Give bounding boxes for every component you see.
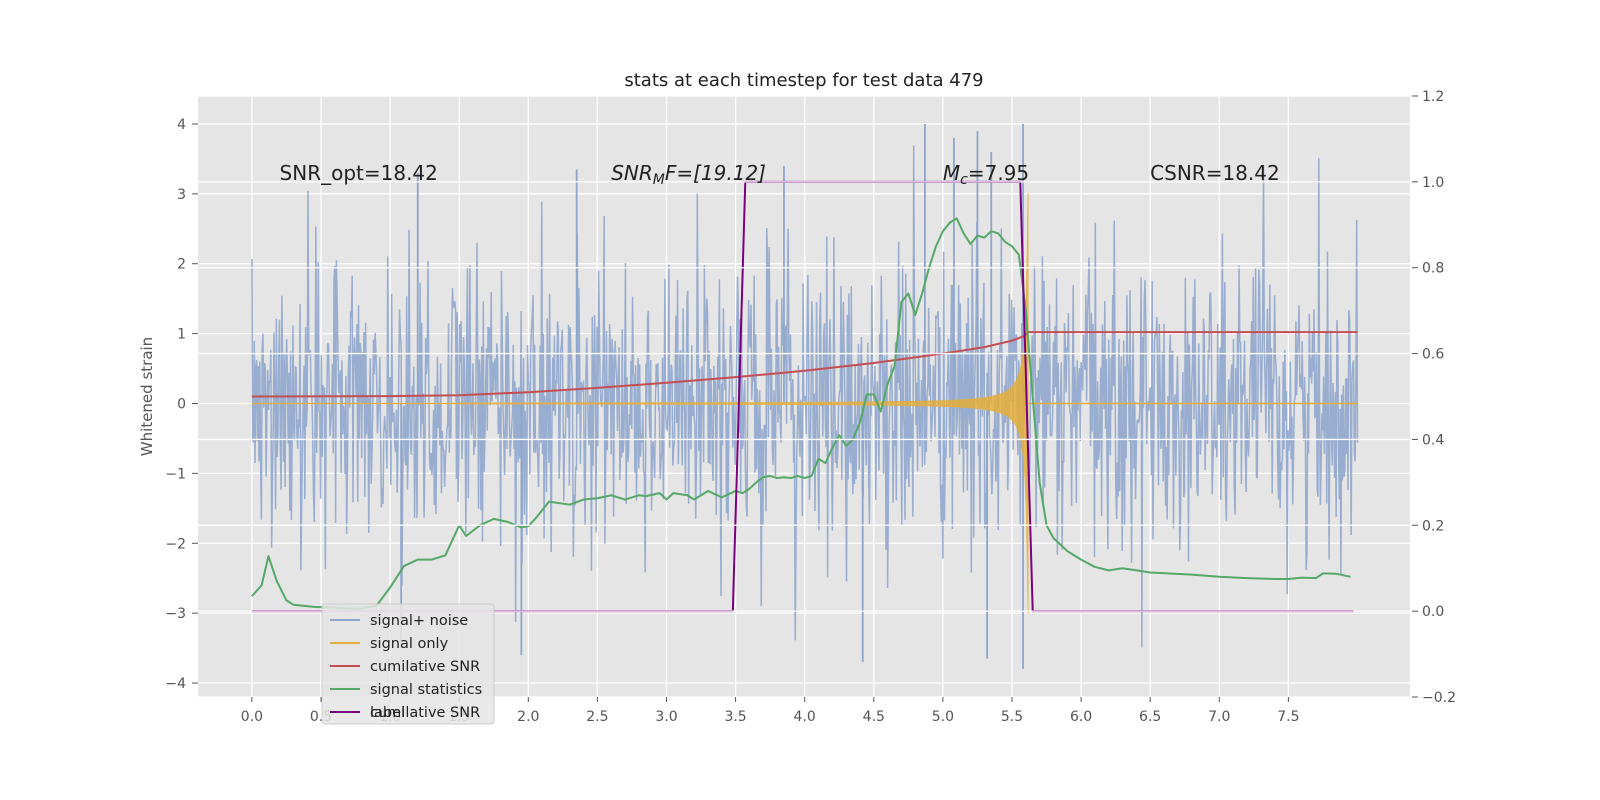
y-tick-label-7: 3 xyxy=(177,187,186,203)
y2-tick-label-1: 0.0 xyxy=(1422,604,1444,620)
y-tick-label-0: −4 xyxy=(165,676,186,692)
x-tick-label-12: 6.0 xyxy=(1070,709,1092,725)
legend-label-4: label xyxy=(370,705,405,721)
y-tick-label-8: 4 xyxy=(177,117,186,133)
x-tick-label-9: 4.5 xyxy=(863,709,885,725)
legend: cumilative SNR signal+ noise signal only c… xyxy=(321,603,495,725)
annotation-snr-opt: SNR_opt=18.42 xyxy=(280,161,438,185)
signal-noise-line xyxy=(251,145,1359,648)
legend-label-2: cumilative SNR xyxy=(370,659,480,675)
chart-title: stats at each timestep for test data 479 xyxy=(624,70,983,91)
legend-label-3: signal statistics xyxy=(370,682,482,698)
y-axis-title: Whitened strain xyxy=(138,337,156,456)
x-tick-label-6: 3.0 xyxy=(655,709,677,725)
series-line-3 xyxy=(251,217,1351,610)
legend-label-1: signal only xyxy=(370,636,449,652)
x-tick-label-11: 5.5 xyxy=(1001,709,1023,725)
y2-tick-label-0: −0.2 xyxy=(1422,690,1456,706)
x-tick-label-4: 2.0 xyxy=(517,709,539,725)
y2-tick-label-4: 0.6 xyxy=(1422,347,1444,363)
series-signal-statistics xyxy=(251,217,1351,610)
y2-tick-label-7: 1.2 xyxy=(1422,89,1444,105)
annotation-csnr: CSNR=18.42 xyxy=(1150,161,1280,185)
y-tick-label-5: 1 xyxy=(177,327,186,343)
legend-ghost-text: cumilative SNR xyxy=(370,705,480,721)
x-tick-label-7: 3.5 xyxy=(724,709,746,725)
x-tick-label-0: 0.0 xyxy=(241,709,263,725)
x-tick-label-5: 2.5 xyxy=(586,709,608,725)
y2-tick-label-5: 0.8 xyxy=(1422,261,1444,277)
y2-tick-label-2: 0.2 xyxy=(1422,518,1444,534)
x-tick-label-13: 6.5 xyxy=(1139,709,1161,725)
x-tick-label-8: 4.0 xyxy=(794,709,816,725)
annotation-mc: Mc=7.95 xyxy=(943,161,1029,188)
signal-only-envelope xyxy=(459,193,1029,614)
y-tick-label-6: 2 xyxy=(177,257,186,273)
x-tick-label-14: 7.0 xyxy=(1208,709,1230,725)
y-tick-label-4: 0 xyxy=(177,396,186,412)
y-tick-label-3: −1 xyxy=(165,466,186,482)
series-signal-only xyxy=(251,193,1358,614)
annotation-snr-mf: SNRMF=[19.12] xyxy=(611,161,766,188)
x-tick-label-10: 5.0 xyxy=(932,709,954,725)
y2-tick-label-6: 1.0 xyxy=(1422,175,1444,191)
legend-box xyxy=(321,603,495,725)
legend-label-0: signal+ noise xyxy=(370,613,468,629)
series-line-2 xyxy=(251,331,1358,398)
x-tick-label-15: 7.5 xyxy=(1277,709,1299,725)
y-tick-label-2: −2 xyxy=(165,536,186,552)
annotations: SNR_opt=18.42 SNRMF=[19.12] Mc=7.95 CSNR=18… xyxy=(280,161,1280,188)
y2-tick-label-3: 0.4 xyxy=(1422,432,1444,448)
series-cumilative-snr xyxy=(251,331,1358,398)
y-tick-label-1: −3 xyxy=(165,606,186,622)
